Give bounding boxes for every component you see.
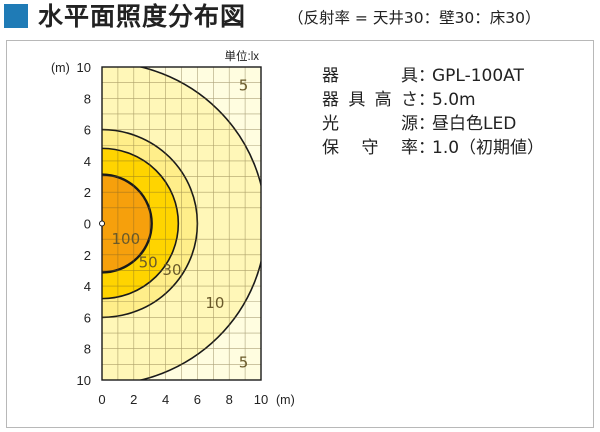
spec-label-char: 光 <box>322 114 339 134</box>
page-title: 水平面照度分布図 <box>38 2 247 31</box>
spec-value: GPL-100AT <box>432 66 524 86</box>
spec-label-char: 具 <box>348 90 366 110</box>
y-tick-label: 4 <box>84 279 91 294</box>
spec-colon: ： <box>418 114 435 134</box>
spec-label-char: 高 <box>374 90 392 110</box>
spec-label-char: 器 <box>322 90 339 110</box>
y-tick-label: 10 <box>77 60 91 75</box>
spec-label-char: 具 <box>401 66 418 86</box>
y-tick-label: 6 <box>84 123 91 138</box>
contour-label-5-top: 5 <box>239 76 249 94</box>
spec-value: 1.0（初期値） <box>432 138 545 158</box>
x-axis-unit: (m) <box>276 393 295 407</box>
y-tick-label: 8 <box>84 91 91 106</box>
y-tick-label: 2 <box>84 185 91 200</box>
spec-label: 光源 <box>322 112 418 136</box>
spec-row: 光源：昼白色LED <box>322 112 544 136</box>
y-tick-label: 0 <box>84 217 91 232</box>
y-tick-label: 10 <box>77 373 91 388</box>
luminaire-marker <box>99 220 105 227</box>
y-tick-label: 6 <box>84 310 91 325</box>
x-tick-label: 10 <box>254 392 268 407</box>
spec-label-char: 源 <box>401 114 418 134</box>
spec-colon: ： <box>418 90 435 110</box>
unit-label: 単位:lx <box>225 49 260 63</box>
title-marker-icon <box>4 4 28 28</box>
spec-label-char: 保 <box>322 138 339 158</box>
content-panel <box>6 40 594 428</box>
y-tick-label: 2 <box>84 248 91 263</box>
y-tick-label: 8 <box>84 342 91 357</box>
y-tick-label: 4 <box>84 154 91 169</box>
contour-label-100: 100 <box>112 230 141 248</box>
spec-row: 器具高さ： 5.0m <box>322 88 544 112</box>
spec-list: 器具： GPL-100AT 器具高さ： 5.0m 光源：昼白色LED 保守率： 1.0（初期… <box>322 64 544 160</box>
spec-colon: ： <box>418 138 435 158</box>
reflectance-subtitle: （反射率 = 天井30：壁30：床30） <box>288 9 541 27</box>
spec-label-char: さ <box>400 90 418 110</box>
spec-label: 器具 <box>322 64 418 88</box>
x-tick-label: 0 <box>98 392 105 407</box>
spec-value: 昼白色LED <box>432 114 517 134</box>
page-header: 水平面照度分布図 （反射率 = 天井30：壁30：床30） <box>0 0 600 40</box>
spec-label: 保守率 <box>322 136 418 160</box>
spec-label: 器具高さ <box>322 88 418 112</box>
x-tick-label: 6 <box>194 392 201 407</box>
spec-label-char: 守 <box>361 138 379 158</box>
y-axis-unit: (m) <box>51 61 70 75</box>
spec-colon: ： <box>418 66 435 86</box>
contour-label-5: 5 <box>239 353 249 371</box>
spec-row: 保 守 率： 1.0（初期値） <box>322 136 544 160</box>
spec-label-char: 率 <box>401 138 418 158</box>
x-tick-label: 8 <box>226 392 233 407</box>
x-tick-label: 4 <box>162 392 169 407</box>
spec-value: 5.0m <box>432 90 476 110</box>
grid <box>102 67 261 380</box>
contour-label-50: 50 <box>139 253 158 271</box>
x-tick-label: 2 <box>130 392 137 407</box>
contour-100 <box>102 174 153 273</box>
contour-label-10: 10 <box>205 294 224 312</box>
spec-row: 器具： GPL-100AT <box>322 64 544 88</box>
spec-label-char: 器 <box>322 66 339 86</box>
contour-label-30: 30 <box>162 261 181 279</box>
